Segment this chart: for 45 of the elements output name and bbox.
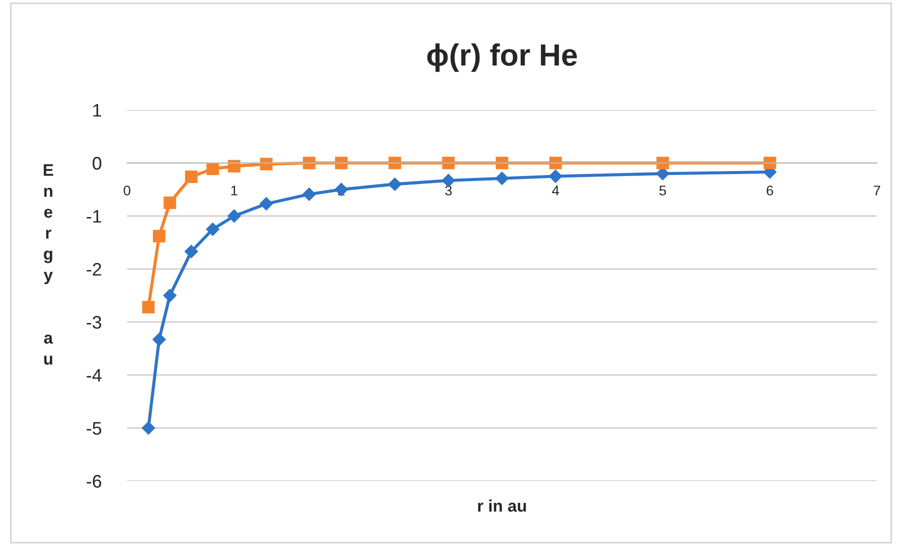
point — [334, 182, 348, 196]
x-tick-label: 0 — [124, 186, 130, 196]
point — [388, 177, 402, 192]
point — [335, 156, 348, 170]
point — [152, 332, 166, 346]
point — [302, 156, 316, 170]
y-tick-label: -5 — [86, 422, 102, 435]
y-tick-label: -2 — [86, 262, 102, 276]
point — [548, 169, 562, 184]
point — [152, 230, 166, 242]
x-tick-label: 7 — [874, 186, 880, 196]
point — [184, 244, 198, 258]
chart-title: ϕ(r) for He — [427, 43, 577, 72]
point — [496, 156, 508, 170]
point — [162, 288, 177, 302]
x-tick-label: 6 — [766, 186, 774, 196]
x-tick-label: 4 — [552, 186, 560, 196]
point — [142, 421, 156, 435]
text: Energy au — [44, 164, 54, 365]
point — [206, 162, 219, 176]
point — [164, 196, 176, 209]
y-tick-label: 1 — [93, 104, 102, 117]
x-axis-title: r in au — [478, 500, 526, 512]
point — [656, 156, 669, 170]
y-tick-label: -3 — [86, 316, 102, 329]
point — [442, 174, 456, 188]
y-tick-label: -4 — [86, 369, 102, 382]
point — [228, 160, 240, 172]
y-tick-label: -6 — [86, 474, 102, 488]
point — [302, 187, 316, 202]
point — [442, 156, 455, 170]
point — [259, 196, 274, 211]
point — [227, 209, 242, 223]
point — [549, 156, 562, 170]
x-tick-label: 5 — [659, 186, 666, 196]
point — [260, 158, 273, 170]
y-tick-label: -1 — [86, 210, 102, 223]
x-tick-label: 1 — [231, 186, 238, 196]
point — [388, 156, 402, 170]
point — [495, 171, 509, 186]
point — [764, 156, 776, 170]
point — [142, 300, 155, 314]
point — [185, 170, 198, 184]
y-tick-label: 0 — [92, 156, 102, 170]
point — [206, 222, 220, 236]
